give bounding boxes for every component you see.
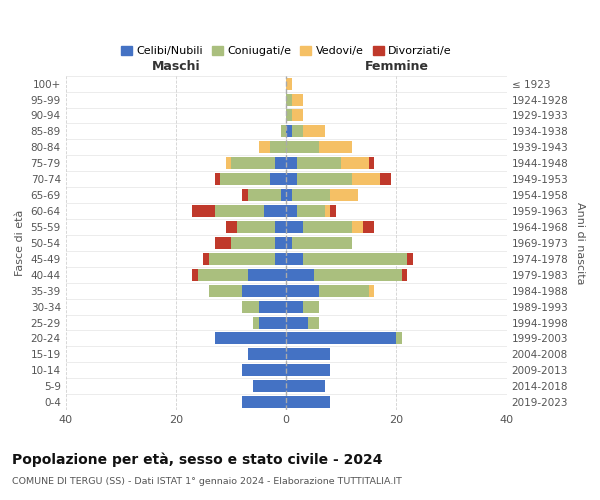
Y-axis label: Anni di nascita: Anni di nascita — [575, 202, 585, 284]
Bar — [236, 221, 275, 233]
Bar — [281, 126, 286, 138]
Bar — [275, 158, 286, 169]
Bar — [407, 253, 413, 265]
Bar — [303, 300, 319, 312]
Bar — [242, 300, 259, 312]
Bar — [286, 300, 303, 312]
Bar — [292, 189, 331, 201]
Bar — [397, 332, 402, 344]
Text: Popolazione per età, sesso e stato civile - 2024: Popolazione per età, sesso e stato civil… — [12, 452, 383, 467]
Bar — [402, 269, 407, 280]
Bar — [253, 380, 286, 392]
Bar — [248, 189, 281, 201]
Bar — [303, 126, 325, 138]
Bar — [286, 78, 292, 90]
Y-axis label: Fasce di età: Fasce di età — [15, 210, 25, 276]
Bar — [242, 364, 286, 376]
Bar — [369, 158, 374, 169]
Bar — [231, 237, 275, 249]
Bar — [352, 173, 380, 185]
Bar — [269, 142, 286, 154]
Bar — [215, 332, 286, 344]
Bar — [369, 284, 374, 296]
Bar — [259, 142, 269, 154]
Bar — [297, 158, 341, 169]
Bar — [269, 173, 286, 185]
Bar — [292, 110, 303, 122]
Bar — [286, 396, 331, 408]
Bar — [331, 189, 358, 201]
Bar — [220, 173, 269, 185]
Bar — [286, 284, 319, 296]
Bar — [215, 237, 231, 249]
Bar — [275, 237, 286, 249]
Bar — [286, 205, 297, 217]
Bar — [275, 253, 286, 265]
Bar — [308, 316, 319, 328]
Bar — [286, 221, 303, 233]
Bar — [303, 253, 407, 265]
Bar — [314, 269, 402, 280]
Bar — [286, 94, 292, 106]
Bar — [319, 142, 352, 154]
Bar — [209, 284, 242, 296]
Bar — [352, 221, 364, 233]
Bar — [275, 221, 286, 233]
Bar — [286, 126, 292, 138]
Bar — [286, 332, 397, 344]
Bar — [364, 221, 374, 233]
Bar — [215, 205, 264, 217]
Bar — [231, 158, 275, 169]
Bar — [286, 142, 319, 154]
Bar — [248, 348, 286, 360]
Bar — [226, 158, 231, 169]
Text: Maschi: Maschi — [152, 60, 200, 74]
Bar — [193, 205, 215, 217]
Bar — [286, 189, 292, 201]
Bar — [215, 173, 220, 185]
Text: Femmine: Femmine — [364, 60, 428, 74]
Bar — [242, 284, 286, 296]
Bar — [286, 269, 314, 280]
Bar — [286, 364, 331, 376]
Legend: Celibi/Nubili, Coniugati/e, Vedovi/e, Divorziati/e: Celibi/Nubili, Coniugati/e, Vedovi/e, Di… — [116, 41, 456, 60]
Bar — [281, 189, 286, 201]
Bar — [319, 284, 369, 296]
Bar — [292, 94, 303, 106]
Bar — [292, 126, 303, 138]
Bar — [286, 380, 325, 392]
Bar — [264, 205, 286, 217]
Bar — [297, 173, 352, 185]
Bar — [226, 221, 236, 233]
Bar — [303, 221, 352, 233]
Bar — [286, 173, 297, 185]
Bar — [341, 158, 369, 169]
Bar — [286, 348, 331, 360]
Bar — [286, 316, 308, 328]
Bar — [253, 316, 259, 328]
Bar — [325, 205, 331, 217]
Bar — [242, 189, 248, 201]
Bar — [198, 269, 248, 280]
Bar — [286, 253, 303, 265]
Bar — [286, 237, 292, 249]
Bar — [286, 158, 297, 169]
Bar — [297, 205, 325, 217]
Bar — [209, 253, 275, 265]
Bar — [286, 110, 292, 122]
Text: COMUNE DI TERGU (SS) - Dati ISTAT 1° gennaio 2024 - Elaborazione TUTTITALIA.IT: COMUNE DI TERGU (SS) - Dati ISTAT 1° gen… — [12, 478, 402, 486]
Bar — [248, 269, 286, 280]
Bar — [331, 205, 336, 217]
Bar — [193, 269, 198, 280]
Bar — [259, 300, 286, 312]
Bar — [380, 173, 391, 185]
Bar — [242, 396, 286, 408]
Bar — [203, 253, 209, 265]
Bar — [259, 316, 286, 328]
Bar — [292, 237, 352, 249]
